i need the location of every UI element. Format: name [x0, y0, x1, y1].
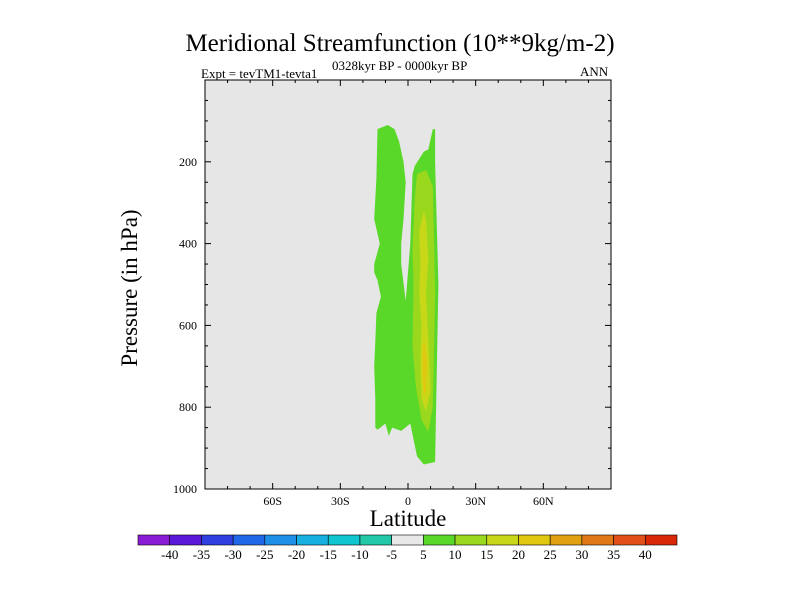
colorbar-label: -10	[351, 547, 368, 562]
colorbar-box	[232, 534, 266, 546]
colorbar-label: 10	[449, 547, 462, 562]
colorbar-label: 20	[512, 547, 525, 562]
experiment-label: Expt = tevTM1-tevta1	[201, 66, 318, 81]
colorbar-label: -15	[320, 547, 337, 562]
season-label: ANN	[580, 64, 609, 79]
colorbar-label: -25	[256, 547, 273, 562]
x-axis-label: Latitude	[369, 506, 447, 531]
x-tick-label: 0	[405, 494, 411, 508]
x-tick-label: 60S	[263, 494, 282, 508]
y-tick-label: 600	[179, 318, 197, 332]
chart-title: Meridional Streamfunction (10**9kg/m-2)	[185, 30, 615, 57]
y-axis-label: Pressure (in hPa)	[117, 209, 142, 367]
y-tick-label: 800	[179, 400, 197, 414]
x-tick-label: 30S	[331, 494, 350, 508]
colorbar-label: 25	[544, 547, 557, 562]
colorbar-box	[296, 534, 329, 546]
colorbar-label: -30	[224, 547, 241, 562]
colorbar-box	[137, 534, 171, 546]
colorbar-box	[169, 534, 202, 546]
colorbar-label: 40	[639, 547, 652, 562]
colorbar-box	[327, 534, 361, 546]
contour-region-4	[422, 341, 428, 395]
y-tick-label: 200	[179, 155, 197, 169]
colorbar-label: -35	[193, 547, 210, 562]
x-tick-label: 30N	[465, 494, 486, 508]
colorbar-box	[518, 534, 551, 546]
colorbar-box	[201, 534, 234, 546]
colorbar-box	[454, 534, 488, 546]
colorbar-box	[264, 534, 297, 546]
period-label: 0328kyr BP - 0000kyr BP	[332, 58, 468, 73]
colorbar-box	[423, 534, 456, 546]
x-tick-label: 60N	[533, 494, 554, 508]
colorbar-box	[644, 534, 678, 546]
colorbar-label: -20	[288, 547, 305, 562]
colorbar-box	[549, 534, 583, 546]
y-tick-label: 1000	[173, 482, 197, 496]
colorbar-box	[581, 534, 614, 546]
colorbar-box	[359, 534, 392, 546]
colorbar-label: 30	[575, 547, 588, 562]
colorbar-label: 15	[480, 547, 493, 562]
colorbar-box	[613, 534, 646, 546]
y-tick-label: 400	[179, 237, 197, 251]
colorbar-box	[486, 534, 519, 546]
contour-region-3	[419, 210, 431, 412]
colorbar-label: 5	[420, 547, 427, 562]
colorbar-label: -40	[161, 547, 178, 562]
colorbar-box	[391, 534, 424, 546]
colorbar-label: -5	[386, 547, 397, 562]
colorbar-label: 35	[607, 547, 620, 562]
